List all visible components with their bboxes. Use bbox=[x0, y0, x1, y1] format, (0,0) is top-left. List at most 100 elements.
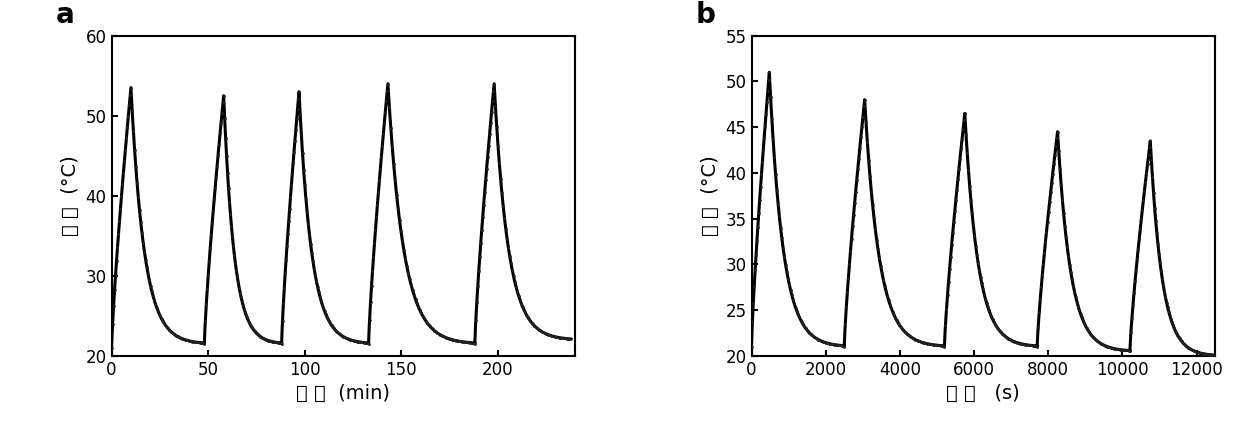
Point bbox=[115, 146, 135, 153]
Point bbox=[1203, 352, 1223, 359]
Point bbox=[503, 273, 523, 280]
Point bbox=[1054, 210, 1074, 217]
Point bbox=[794, 321, 813, 328]
Point bbox=[374, 120, 394, 127]
Point bbox=[492, 190, 512, 197]
Point bbox=[1085, 336, 1105, 343]
Point bbox=[787, 307, 807, 315]
Point bbox=[136, 264, 156, 271]
Point bbox=[872, 269, 892, 276]
Point bbox=[939, 278, 959, 285]
Point bbox=[475, 189, 495, 196]
Point bbox=[774, 244, 794, 251]
Point bbox=[215, 114, 234, 121]
Point bbox=[893, 327, 913, 334]
Point bbox=[232, 298, 252, 305]
Point bbox=[838, 274, 858, 281]
Point bbox=[114, 169, 134, 176]
Point bbox=[474, 201, 494, 208]
Point bbox=[103, 320, 123, 328]
Point bbox=[293, 150, 312, 157]
Point bbox=[274, 284, 294, 291]
Point bbox=[1158, 304, 1178, 311]
Point bbox=[986, 323, 1006, 330]
Point bbox=[1086, 336, 1106, 344]
Point bbox=[471, 240, 491, 247]
Point bbox=[1073, 317, 1092, 324]
Point bbox=[210, 141, 229, 148]
Point bbox=[849, 144, 869, 151]
Point bbox=[118, 113, 138, 120]
Point bbox=[887, 317, 906, 324]
Point bbox=[164, 331, 184, 338]
Point bbox=[1151, 267, 1171, 275]
Point bbox=[1111, 346, 1131, 353]
Point bbox=[795, 323, 815, 330]
Point bbox=[258, 336, 278, 344]
Point bbox=[151, 316, 171, 323]
Point bbox=[1042, 179, 1061, 186]
Point bbox=[1104, 345, 1123, 352]
Point bbox=[301, 250, 321, 257]
Point bbox=[1032, 283, 1052, 290]
Point bbox=[817, 340, 837, 347]
Point bbox=[1135, 187, 1154, 194]
Point bbox=[1200, 351, 1220, 358]
Point bbox=[885, 314, 905, 321]
Point bbox=[945, 207, 965, 214]
Point bbox=[110, 205, 130, 212]
Point bbox=[796, 325, 816, 332]
Point bbox=[1040, 189, 1060, 196]
Point bbox=[799, 328, 818, 335]
Point bbox=[205, 196, 224, 203]
Point bbox=[826, 341, 846, 348]
Point bbox=[491, 175, 511, 182]
Point bbox=[144, 296, 164, 303]
Point bbox=[322, 324, 342, 331]
Point bbox=[815, 339, 835, 346]
Point bbox=[353, 339, 373, 346]
Point bbox=[412, 310, 432, 317]
Point bbox=[233, 302, 253, 309]
Point bbox=[343, 337, 363, 344]
Point bbox=[226, 259, 246, 266]
Point bbox=[921, 341, 941, 348]
Point bbox=[831, 342, 851, 349]
Point bbox=[341, 336, 361, 344]
Point bbox=[919, 340, 939, 348]
Point bbox=[161, 328, 181, 336]
Point bbox=[898, 331, 918, 338]
Point bbox=[180, 337, 200, 344]
Point bbox=[441, 336, 461, 343]
Point bbox=[340, 336, 360, 343]
Point bbox=[560, 336, 580, 343]
Point bbox=[914, 339, 934, 346]
Point bbox=[363, 253, 383, 260]
Point bbox=[356, 339, 376, 346]
Point bbox=[236, 311, 255, 318]
Point bbox=[198, 271, 218, 278]
Point bbox=[991, 329, 1011, 336]
Point bbox=[920, 341, 940, 348]
Point bbox=[1063, 276, 1083, 283]
Point bbox=[467, 283, 487, 290]
Point bbox=[370, 177, 389, 184]
Point bbox=[1116, 347, 1136, 354]
Point bbox=[857, 138, 877, 145]
Point bbox=[229, 284, 249, 291]
Point bbox=[1199, 351, 1219, 358]
Point bbox=[521, 317, 541, 324]
Point bbox=[171, 335, 191, 342]
Point bbox=[532, 328, 552, 335]
Point bbox=[335, 334, 355, 341]
Point bbox=[1171, 336, 1190, 344]
Point bbox=[254, 336, 274, 343]
Point bbox=[1016, 341, 1035, 348]
Point bbox=[1189, 349, 1209, 356]
Point bbox=[201, 232, 221, 239]
Point bbox=[983, 318, 1003, 325]
Point bbox=[262, 338, 281, 345]
Point bbox=[923, 341, 942, 348]
Point bbox=[1142, 156, 1162, 163]
Point bbox=[241, 322, 260, 329]
